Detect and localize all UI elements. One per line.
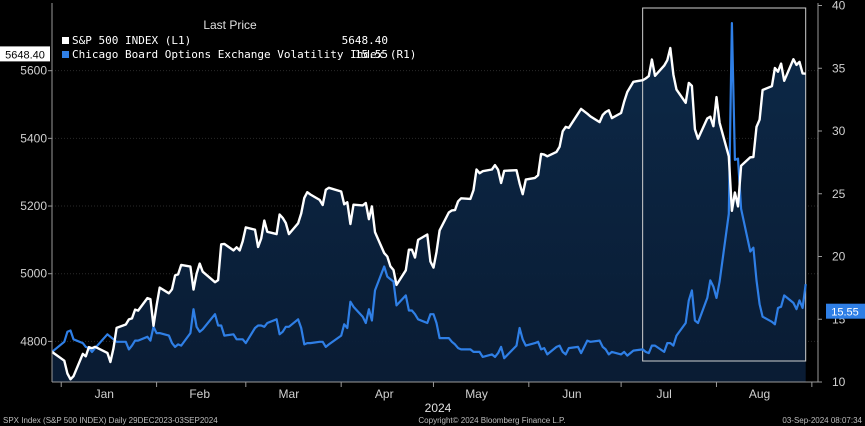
series-lines-layer (52, 22, 807, 381)
legend: Last Price S&P 500 INDEX (L1) 5648.40 Ch… (58, 15, 416, 65)
left-tick-label-5600: 5600 (20, 64, 47, 78)
spx-area-fill (52, 48, 806, 382)
x-tick-label-mar: Mar (279, 387, 300, 401)
left-tick-label-4800: 4800 (20, 334, 47, 348)
footer-left: SPX Index (S&P 500 INDEX) Daily 29DEC202… (3, 416, 218, 425)
right-tick-label-25: 25 (832, 187, 846, 201)
left-last-value-badge: 5648.40 (0, 46, 50, 62)
spx-line (52, 46, 806, 381)
left-badge-bg (0, 46, 50, 62)
right-tick-label-20: 20 (832, 250, 846, 264)
legend-swatch-vix (62, 51, 69, 58)
left-tick-label-5000: 5000 (20, 267, 47, 281)
spx-area-layer (52, 48, 806, 382)
x-tick-label-jun: Jun (562, 387, 581, 401)
right-badge-bg (826, 303, 865, 319)
legend-entry-spx: S&P 500 INDEX (L1) (72, 34, 191, 47)
legend-swatch-spx (62, 37, 69, 44)
vix-line (52, 22, 807, 360)
x-axis-ticks: Jan Feb Mar Apr May Jun Jul Aug (60, 382, 813, 401)
x-axis-label: 2024 (425, 401, 452, 415)
right-tick-label-10: 10 (832, 375, 846, 389)
legend-bg (58, 15, 392, 65)
x-tick-label-jan: Jan (95, 387, 114, 401)
legend-title: Last Price (203, 18, 257, 32)
x-tick-label-may: May (465, 387, 488, 401)
legend-value-vix: 15.55 (355, 48, 388, 61)
legend-entry-vix: Chicago Board Options Exchange Volatilit… (72, 48, 416, 61)
highlight-box-layer (642, 7, 807, 362)
right-badge-text: 15.55 (831, 307, 859, 319)
left-tick-label-5400: 5400 (20, 131, 47, 145)
x-tick-label-feb: Feb (189, 387, 210, 401)
x-tick-label-aug: Aug (749, 387, 770, 401)
x-tick-label-jul: Jul (657, 387, 672, 401)
footer-center: Copyright© 2024 Bloomberg Finance L.P. (418, 416, 565, 425)
highlight-box (642, 7, 807, 362)
left-tick-label-5200: 5200 (20, 199, 47, 213)
left-axis-ticks: 5600 5400 5200 5000 4800 (20, 64, 52, 348)
left-badge-text: 5648.40 (5, 49, 45, 61)
legend-value-spx: 5648.40 (342, 34, 388, 47)
right-tick-label-30: 30 (832, 124, 846, 138)
x-tick-label-apr: Apr (375, 387, 394, 401)
right-last-value-badge: 15.55 (826, 303, 865, 319)
right-tick-label-40: 40 (832, 0, 846, 13)
right-tick-label-35: 35 (832, 61, 846, 75)
footer-right: 03-Sep-2024 08:07:34 (782, 416, 862, 425)
